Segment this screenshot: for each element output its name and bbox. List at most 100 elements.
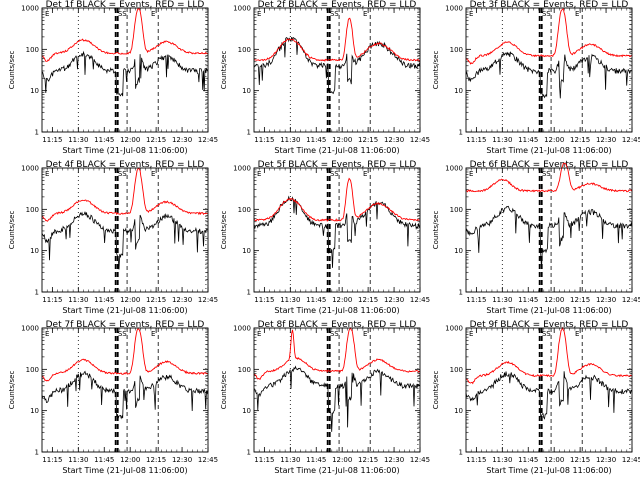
panel-title: Det 8f BLACK = Events, RED = LLD [258, 320, 417, 330]
x-tick-label: 12:15 [146, 456, 166, 464]
x-tick-label: 11:45 [94, 296, 114, 304]
x-tick-label: 12:45 [410, 296, 430, 304]
y-tick-label: 1000 [445, 5, 463, 13]
flag-label: E [151, 10, 155, 18]
series-events-line [41, 370, 209, 420]
y-axis-label: Counts/sec [8, 211, 16, 250]
series-events-line [253, 365, 421, 432]
x-axis-label: Start Time (21-Jul-08 11:06:00) [274, 466, 399, 475]
series-lld-line [465, 162, 633, 193]
series-events-line [465, 51, 633, 99]
y-tick-label: 1 [35, 289, 39, 297]
x-tick-label: 12:00 [120, 456, 140, 464]
plot-frame [41, 327, 209, 453]
x-tick-label: 12:30 [596, 296, 616, 304]
panel-det-5: Det 5f BLACK = Events, RED = LLD Counts/s… [220, 160, 430, 315]
flag-label: E [575, 330, 579, 338]
x-axis-label: Start Time (21-Jul-08 11:06:00) [62, 146, 187, 155]
series-lld-line [41, 328, 208, 382]
panel-title: Det 7f BLACK = Events, RED = LLD [46, 320, 205, 330]
panel-det-7: Det 7f BLACK = Events, RED = LLD Counts/s… [8, 320, 218, 475]
y-tick-label: 10 [454, 407, 463, 415]
x-tick-label: 11:30 [492, 136, 512, 144]
plot-frame [253, 7, 421, 133]
panel-title: Det 9f BLACK = Events, RED = LLD [470, 320, 629, 330]
series-lld-line [253, 17, 421, 62]
series-events-line [253, 195, 421, 268]
flag-label: SS [118, 10, 127, 18]
panel-title: Det 1f BLACK = Events, RED = LLD [46, 0, 205, 10]
y-tick-label: 1 [459, 289, 463, 297]
series-lld-line [41, 8, 209, 62]
flag-label: SS [330, 10, 339, 18]
y-axis-label: Counts/sec [220, 211, 228, 250]
x-tick-label: 12:00 [332, 456, 352, 464]
y-tick-label: 1 [247, 289, 251, 297]
x-tick-label: 11:45 [306, 456, 326, 464]
panel-det-9: Det 9f BLACK = Events, RED = LLD Counts/s… [432, 320, 640, 475]
x-tick-label: 12:15 [570, 296, 590, 304]
x-tick-label: 11:30 [68, 136, 88, 144]
series-lld-line [465, 7, 633, 65]
series-events-line [253, 36, 421, 95]
panel-det-1: Det 1f BLACK = Events, RED = LLD Counts/s… [8, 0, 218, 155]
x-axis-label: Start Time (21-Jul-08 11:06:00) [62, 306, 187, 315]
x-tick-label: 11:15 [254, 296, 274, 304]
y-axis-label: Counts/sec [220, 371, 228, 410]
panel-title: Det 6f BLACK = Events, RED = LLD [470, 160, 629, 170]
flag-label: E [469, 10, 473, 18]
y-tick-label: 100 [26, 206, 39, 214]
flag-label: SS [118, 170, 127, 178]
x-tick-label: 11:15 [42, 296, 62, 304]
flag-label: E [575, 10, 579, 18]
y-tick-label: 1000 [445, 325, 463, 333]
x-tick-label: 11:15 [42, 136, 62, 144]
x-axis-label: Start Time (21-Jul-08 11:06:00) [486, 146, 611, 155]
y-axis-label: Counts/sec [432, 51, 440, 90]
y-tick-label: 1 [247, 129, 251, 137]
y-tick-label: 1000 [21, 325, 39, 333]
x-tick-label: 11:45 [518, 456, 538, 464]
flag-label: E [363, 170, 367, 178]
x-tick-label: 12:15 [358, 296, 378, 304]
series-events-line [41, 211, 209, 270]
y-tick-label: 1000 [21, 5, 39, 13]
y-tick-label: 10 [242, 407, 251, 415]
x-tick-label: 12:00 [332, 136, 352, 144]
x-tick-label: 12:15 [358, 136, 378, 144]
x-tick-label: 12:30 [172, 296, 192, 304]
panel-det-2: Det 2f BLACK = Events, RED = LLD Counts/s… [220, 0, 430, 155]
y-tick-label: 10 [454, 247, 463, 255]
x-tick-label: 12:15 [146, 296, 166, 304]
y-tick-label: 100 [26, 366, 39, 374]
flag-label: E [363, 10, 367, 18]
plot-frame [253, 167, 421, 293]
flag-label: E [257, 170, 261, 178]
x-tick-label: 12:30 [596, 456, 616, 464]
y-tick-label: 100 [450, 366, 463, 374]
y-tick-label: 1 [459, 129, 463, 137]
y-tick-label: 10 [30, 87, 39, 95]
x-tick-label: 11:15 [254, 456, 274, 464]
x-tick-label: 12:00 [544, 456, 564, 464]
y-axis-label: Counts/sec [8, 371, 16, 410]
x-tick-label: 12:30 [596, 136, 616, 144]
panel-det-6: Det 6f BLACK = Events, RED = LLD Counts/s… [432, 160, 640, 315]
flag-label: E [469, 330, 473, 338]
series-lld-line [253, 177, 421, 222]
x-tick-label: 12:45 [198, 296, 218, 304]
y-axis-label: Counts/sec [432, 371, 440, 410]
y-tick-label: 100 [450, 46, 463, 54]
x-tick-label: 12:45 [410, 456, 430, 464]
y-tick-label: 100 [238, 46, 251, 54]
panel-det-3: Det 3f BLACK = Events, RED = LLD Counts/s… [432, 0, 640, 155]
flag-label: E [363, 330, 367, 338]
x-tick-label: 11:15 [466, 136, 486, 144]
y-tick-label: 100 [238, 206, 251, 214]
plot-frame [253, 327, 421, 453]
x-tick-label: 11:15 [254, 136, 274, 144]
x-tick-label: 12:30 [172, 456, 192, 464]
plot-frame [465, 327, 633, 453]
plot-frame [465, 167, 633, 293]
x-tick-label: 12:45 [622, 136, 640, 144]
